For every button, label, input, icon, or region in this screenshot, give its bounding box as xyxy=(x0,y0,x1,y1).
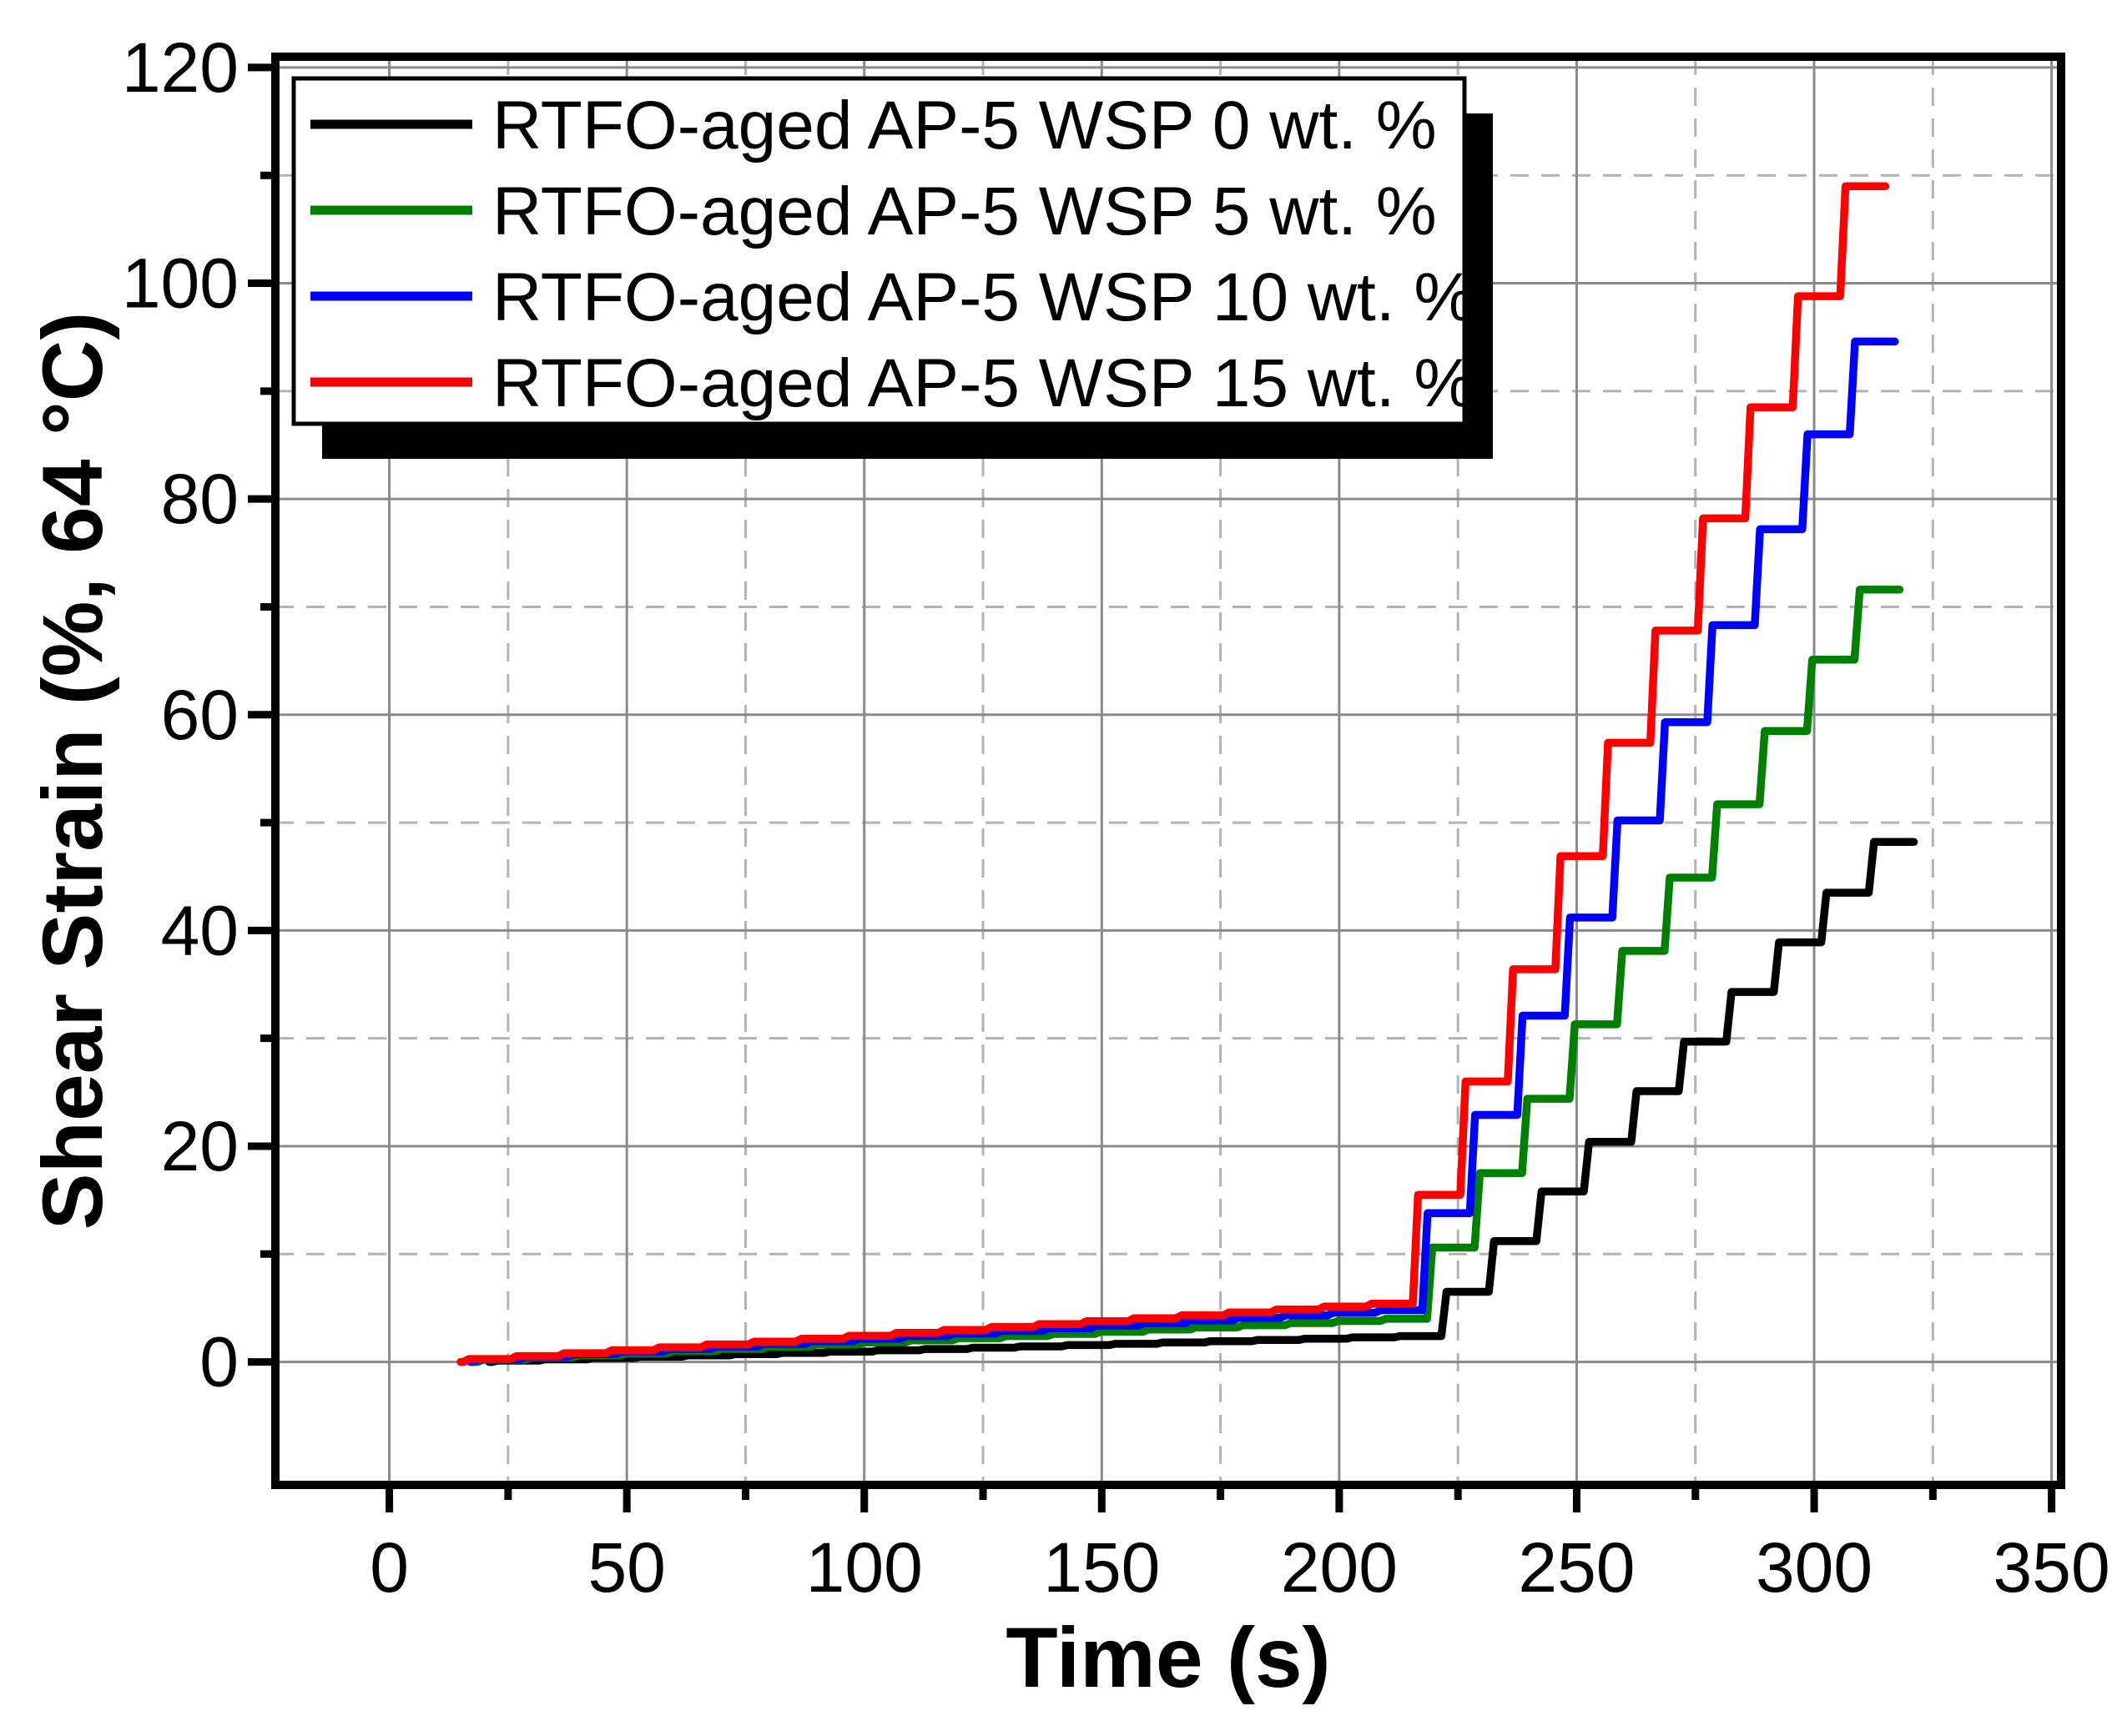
y-axis-tick-label: 60 xyxy=(161,676,239,754)
x-axis-tick-label: 0 xyxy=(370,1528,409,1607)
legend: RTFO-aged AP-5 WSP 0 wt. % RTFO-aged AP-… xyxy=(291,76,1493,459)
series-line-2-rtfo-aged-ap-5-wsp-10-wt- xyxy=(466,337,1899,1366)
series-line-1-rtfo-aged-ap-5-wsp-5-wt- xyxy=(471,586,1904,1366)
legend-entry: RTFO-aged AP-5 WSP 15 wt. % xyxy=(310,345,1474,421)
series-line-3-rtfo-aged-ap-5-wsp-15-wt- xyxy=(456,182,1890,1366)
legend-label-0wt: RTFO-aged AP-5 WSP 0 wt. % xyxy=(492,88,1437,164)
x-axis-title: Time (s) xyxy=(1006,1610,1330,1705)
legend-entry: RTFO-aged AP-5 WSP 0 wt. % xyxy=(310,88,1437,164)
y-axis-tick-label: 80 xyxy=(161,460,239,538)
y-axis-tick-label: 120 xyxy=(122,28,239,107)
x-axis-tick-label: 250 xyxy=(1518,1528,1635,1607)
x-axis-tick-label: 50 xyxy=(587,1528,665,1607)
x-axis-tick-label: 150 xyxy=(1043,1528,1160,1607)
y-axis-tick-label: 40 xyxy=(161,891,239,969)
x-axis-tick-label: 300 xyxy=(1756,1528,1873,1607)
y-axis-tick-label: 100 xyxy=(122,244,239,323)
plot-frame xyxy=(271,53,2065,1489)
x-axis-tick-label: 200 xyxy=(1281,1528,1398,1607)
legend-label-5wt: RTFO-aged AP-5 WSP 5 wt. % xyxy=(492,174,1437,249)
legend-box xyxy=(291,76,1467,426)
axis-tick-labels: 0 50 100 150 200 250 300 350 0 20 40 60 80 100 120 xyxy=(122,28,2110,1607)
series-line-0-rtfo-aged-ap-5-wsp-0-wt- xyxy=(485,838,1918,1366)
axis-ticks xyxy=(248,63,2056,1512)
y-axis-tick-label: 0 xyxy=(199,1323,239,1401)
legend-entry: RTFO-aged AP-5 WSP 10 wt. % xyxy=(310,259,1474,335)
legend-label-10wt: RTFO-aged AP-5 WSP 10 wt. % xyxy=(492,259,1474,335)
x-axis-tick-label: 100 xyxy=(806,1528,923,1607)
legend-label-15wt: RTFO-aged AP-5 WSP 15 wt. % xyxy=(492,345,1474,421)
y-axis-tick-label: 20 xyxy=(161,1107,239,1185)
y-axis-title: Shear Strain (%, 64 °C) xyxy=(25,312,120,1230)
x-axis-tick-label: 350 xyxy=(1994,1528,2110,1607)
legend-entry: RTFO-aged AP-5 WSP 5 wt. % xyxy=(310,174,1437,249)
series-curves xyxy=(456,182,1918,1366)
